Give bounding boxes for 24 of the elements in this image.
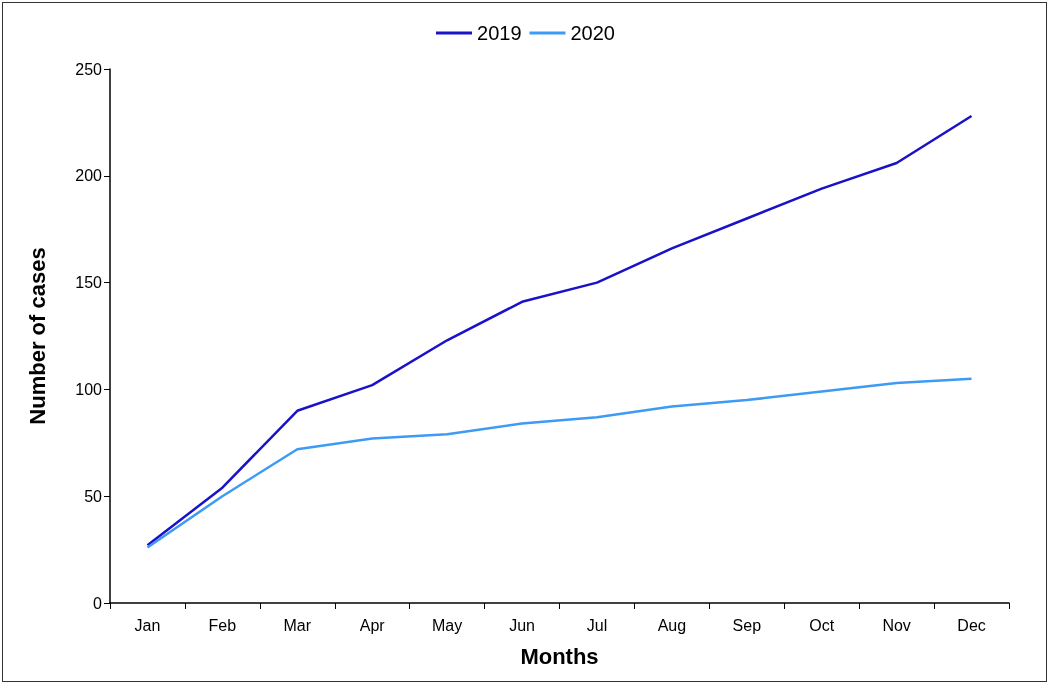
x-tick-label: Sep [732, 616, 762, 634]
legend-label: 2020 [570, 22, 615, 44]
x-tick-label: Aug [657, 616, 687, 634]
x-tick-label: Dec [957, 616, 986, 634]
x-tick-label: Jul [586, 616, 608, 634]
x-tick-label: Oct [809, 616, 835, 634]
y-tick-label: 50 [84, 487, 103, 505]
y-tick-label: 200 [75, 167, 103, 185]
y-tick-label: 150 [75, 274, 103, 292]
y-tick-label: 100 [75, 380, 103, 398]
line-series [146, 114, 973, 547]
x-tick-label: Apr [359, 616, 386, 634]
y-tick-label: 250 [75, 60, 103, 78]
x-tick-label: Jun [509, 616, 535, 634]
x-tick-label: Nov [882, 616, 911, 634]
x-tick-label: Feb [208, 616, 237, 634]
x-tick-label: Jan [134, 616, 161, 634]
x-tick-label: May [432, 616, 463, 634]
y-axis-title: Number of cases [24, 247, 50, 425]
x-axis-title: Months [520, 643, 599, 669]
x-tick-label: Mar [283, 616, 312, 634]
legend-label: 2019 [477, 22, 522, 44]
line-series [146, 377, 973, 549]
y-tick-label: 0 [93, 594, 103, 612]
